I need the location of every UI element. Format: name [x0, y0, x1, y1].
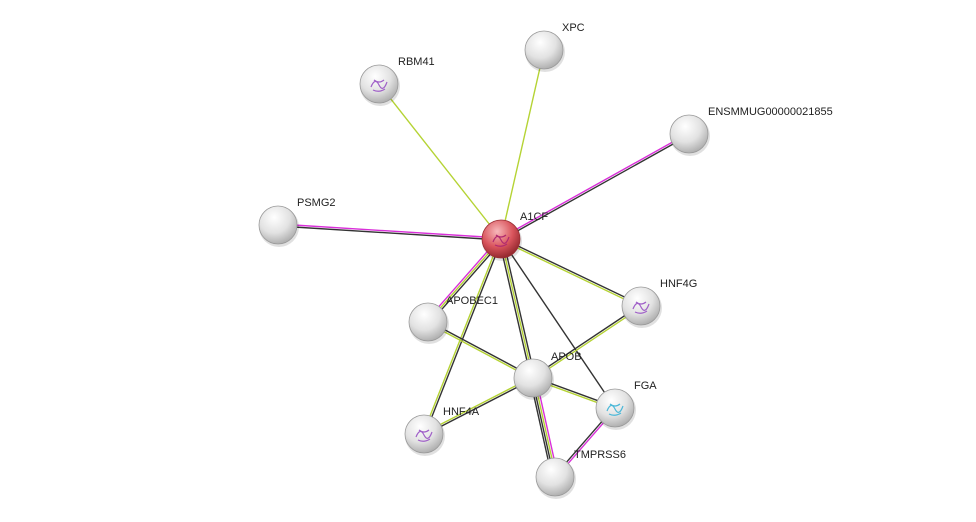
edge-line-coexpression — [498, 239, 532, 379]
edge-A1CF-ENSMMUG00000021855[interactable] — [500, 132, 690, 241]
node-label: PSMG2 — [297, 197, 336, 209]
protein-structure-icon — [415, 429, 433, 442]
node-sphere[interactable] — [669, 114, 709, 154]
node-sphere[interactable] — [513, 358, 553, 398]
edge-line-coexpression — [501, 237, 642, 306]
edge-line-coexpression — [501, 134, 690, 241]
edge-A1CF-APOB[interactable] — [498, 238, 536, 379]
node-label: HNF4G — [660, 278, 697, 290]
node-label: RBM41 — [398, 56, 435, 68]
protein-structure-icon — [632, 301, 650, 314]
edge-line-textmining — [500, 238, 534, 379]
node-label: HNF4A — [443, 406, 480, 418]
edge-A1CF-FGA[interactable] — [500, 238, 616, 409]
edge-line-coexpression — [424, 378, 534, 436]
node-sphere[interactable] — [535, 457, 575, 497]
edge-line-experiments — [500, 132, 689, 239]
node-APOB[interactable]: APOB — [513, 351, 582, 400]
node-APOBEC1[interactable]: APOBEC1 — [408, 295, 498, 344]
node-label: APOB — [551, 351, 582, 363]
edge-line-experiments — [278, 223, 502, 239]
protein-structure-icon — [370, 79, 388, 92]
edge-APOB-HNF4G[interactable] — [532, 304, 642, 380]
edge-line-textmining — [427, 322, 533, 380]
node-label: A1CF — [520, 211, 548, 223]
node-HNF4A[interactable]: HNF4A — [404, 406, 480, 456]
node-sphere[interactable] — [524, 30, 564, 70]
edge-A1CF-HNF4A[interactable] — [422, 238, 503, 435]
node-XPC[interactable]: XPC — [524, 22, 585, 72]
edge-line-textmining — [378, 83, 502, 240]
edge-line-coexpression — [277, 225, 501, 241]
edge-line-coexpression — [500, 238, 616, 409]
edge-line-textmining — [422, 238, 501, 434]
node-RBM41[interactable]: RBM41 — [359, 56, 435, 106]
edge-line-coexpression — [532, 304, 641, 378]
node-ENSMMUG00000021855[interactable]: ENSMMUG00000021855 — [669, 106, 833, 156]
edge-line-textmining — [423, 376, 533, 434]
node-label: ENSMMUG00000021855 — [708, 106, 833, 118]
edge-line-coexpression — [424, 239, 503, 435]
node-PSMG2[interactable]: PSMG2 — [258, 197, 336, 247]
protein-structure-icon — [492, 234, 510, 247]
edge-A1CF-RBM41[interactable] — [378, 83, 502, 240]
nodes-layer: A1CF XPC RBM41 ENSMMUG00000021855 PSMG2 HNF4G… — [258, 22, 833, 499]
node-TMPRSS6[interactable]: TMPRSS6 — [535, 449, 626, 499]
edge-line-textmining — [533, 306, 642, 380]
node-label: FGA — [634, 380, 657, 392]
edge-A1CF-HNF4G[interactable] — [500, 237, 642, 308]
edge-line-textmining — [500, 49, 545, 240]
protein-structure-icon — [606, 403, 624, 416]
edge-A1CF-PSMG2[interactable] — [277, 223, 502, 241]
node-label: APOBEC1 — [446, 295, 498, 307]
node-A1CF[interactable]: A1CF — [481, 211, 548, 261]
node-label: TMPRSS6 — [574, 449, 626, 461]
node-HNF4G[interactable]: HNF4G — [621, 278, 697, 328]
node-sphere[interactable] — [408, 302, 448, 342]
node-label: XPC — [562, 22, 585, 34]
node-sphere[interactable] — [258, 205, 298, 245]
node-FGA[interactable]: FGA — [595, 380, 657, 430]
edge-line-coexpression — [502, 238, 536, 378]
edge-line-coexpression — [428, 320, 534, 378]
edge-APOB-HNF4A[interactable] — [423, 376, 534, 436]
edge-A1CF-XPC[interactable] — [500, 49, 545, 240]
edge-line-textmining — [500, 239, 641, 308]
edge-APOBEC1-APOB[interactable] — [427, 320, 534, 380]
